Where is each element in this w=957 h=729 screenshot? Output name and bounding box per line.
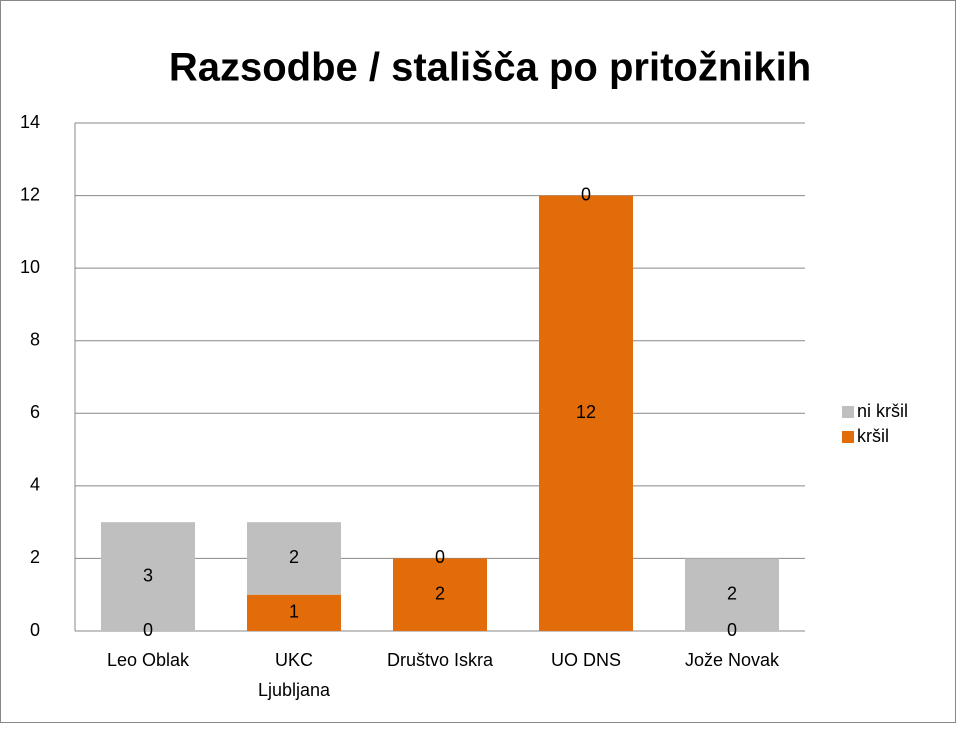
y-tick-label: 6 (30, 402, 40, 422)
bar (247, 522, 341, 595)
y-tick-label: 8 (30, 329, 40, 349)
bar (685, 558, 779, 631)
data-label: 2 (289, 547, 299, 567)
data-label: 3 (143, 565, 153, 585)
x-tick-label: Jože Novak (685, 650, 780, 670)
x-tick-label: Leo Oblak (107, 650, 190, 670)
bar (101, 522, 195, 631)
bar (539, 195, 633, 632)
y-tick-label: 4 (30, 475, 40, 495)
y-tick-label: 2 (30, 547, 40, 567)
y-tick-label: 10 (20, 257, 40, 277)
legend-label: kršil (857, 426, 889, 446)
data-label: 12 (576, 402, 596, 422)
data-label: 0 (435, 547, 445, 567)
data-label: 2 (727, 583, 737, 603)
x-tick-label: UO DNS (551, 650, 621, 670)
y-tick-label: 0 (30, 620, 40, 640)
y-tick-label: 14 (20, 112, 40, 132)
y-tick-label: 12 (20, 184, 40, 204)
data-label: 1 (289, 602, 299, 622)
bar (393, 558, 487, 631)
data-label: 0 (727, 620, 737, 640)
legend-label: ni kršil (857, 401, 908, 421)
legend-swatch (842, 431, 854, 443)
data-label: 0 (143, 620, 153, 640)
x-tick-label: Društvo Iskra (387, 650, 494, 670)
x-tick-label: UKC Ljubljana (258, 650, 331, 700)
data-label: 0 (581, 184, 591, 204)
data-label: 2 (435, 583, 445, 603)
chart-title: Razsodbe / stališča po pritožnikih (169, 46, 811, 90)
legend-swatch (842, 406, 854, 418)
bar (247, 594, 341, 631)
